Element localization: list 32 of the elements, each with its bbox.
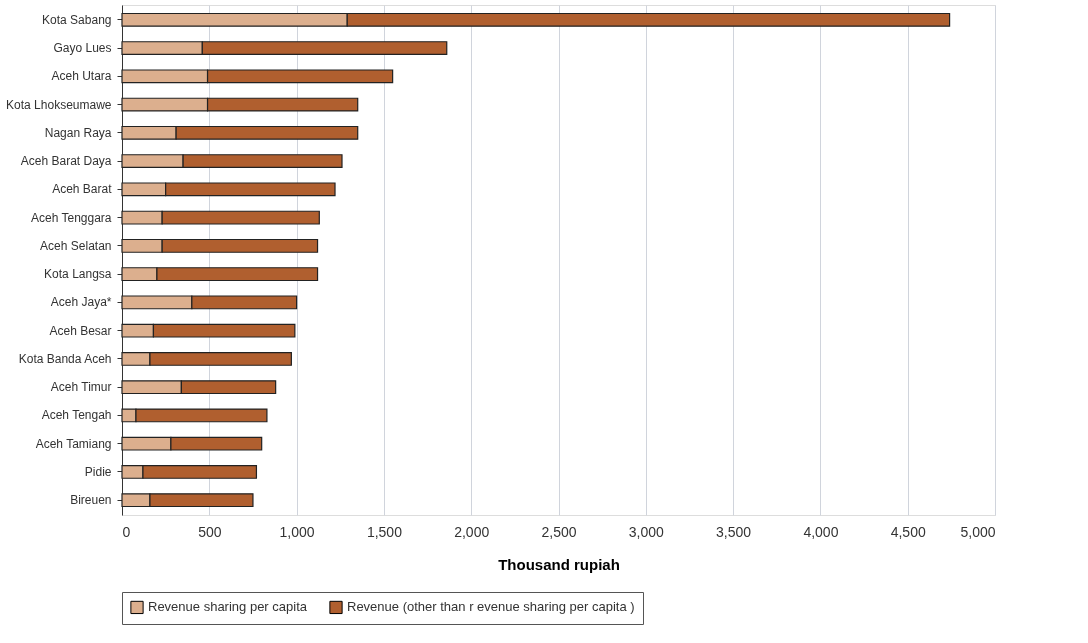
x-tick-label: 4,000 [803, 523, 839, 540]
x-tick-label: 3,000 [628, 523, 665, 540]
y-tick-label: Kota Banda Aceh [18, 351, 112, 366]
y-tick-label: Bireuen [70, 493, 112, 508]
y-tick-label: Aceh Jaya* [50, 295, 112, 310]
y-tick-label: Aceh Barat Daya [20, 154, 112, 169]
legend-label: Revenue (other than r evenue sharing per capita ) [347, 599, 635, 615]
x-axis-title: Thousand rupiah [498, 555, 620, 573]
y-tick-label: Kota Lhokseumawe [6, 97, 112, 112]
y-tick-label: Aceh Timur [50, 380, 112, 395]
y-tick-label: Nagan Raya [44, 125, 112, 140]
y-tick-label: Aceh Tamiang [35, 436, 112, 451]
y-tick-label: Kota Langsa [44, 267, 112, 282]
y-tick-label: Gayo Lues [53, 41, 112, 56]
y-tick-label: Kota Sabang [42, 12, 112, 27]
x-tick-label: 5,000 [960, 523, 996, 540]
y-tick-label: Aceh Selatan [40, 238, 112, 253]
x-tick-label: 2,500 [541, 523, 577, 540]
y-tick-label: Aceh Tenggara [30, 210, 112, 225]
x-tick-label: 500 [198, 523, 222, 540]
x-tick-label: 3,500 [716, 523, 752, 540]
y-tick-label: Aceh Barat [52, 182, 113, 197]
x-tick-label: 0 [122, 523, 131, 540]
x-tick-label: 4,500 [890, 523, 926, 540]
x-tick-label: 1,500 [366, 523, 403, 540]
legend-label: Revenue sharing per capita [148, 599, 308, 615]
y-tick-label: Aceh Utara [51, 69, 112, 84]
y-tick-label: Aceh Besar [49, 323, 112, 338]
x-tick-label: 1,000 [279, 523, 315, 540]
y-tick-label: Pidie [84, 464, 112, 479]
y-tick-label: Aceh Tengah [41, 408, 112, 423]
x-tick-label: 2,000 [454, 523, 490, 540]
